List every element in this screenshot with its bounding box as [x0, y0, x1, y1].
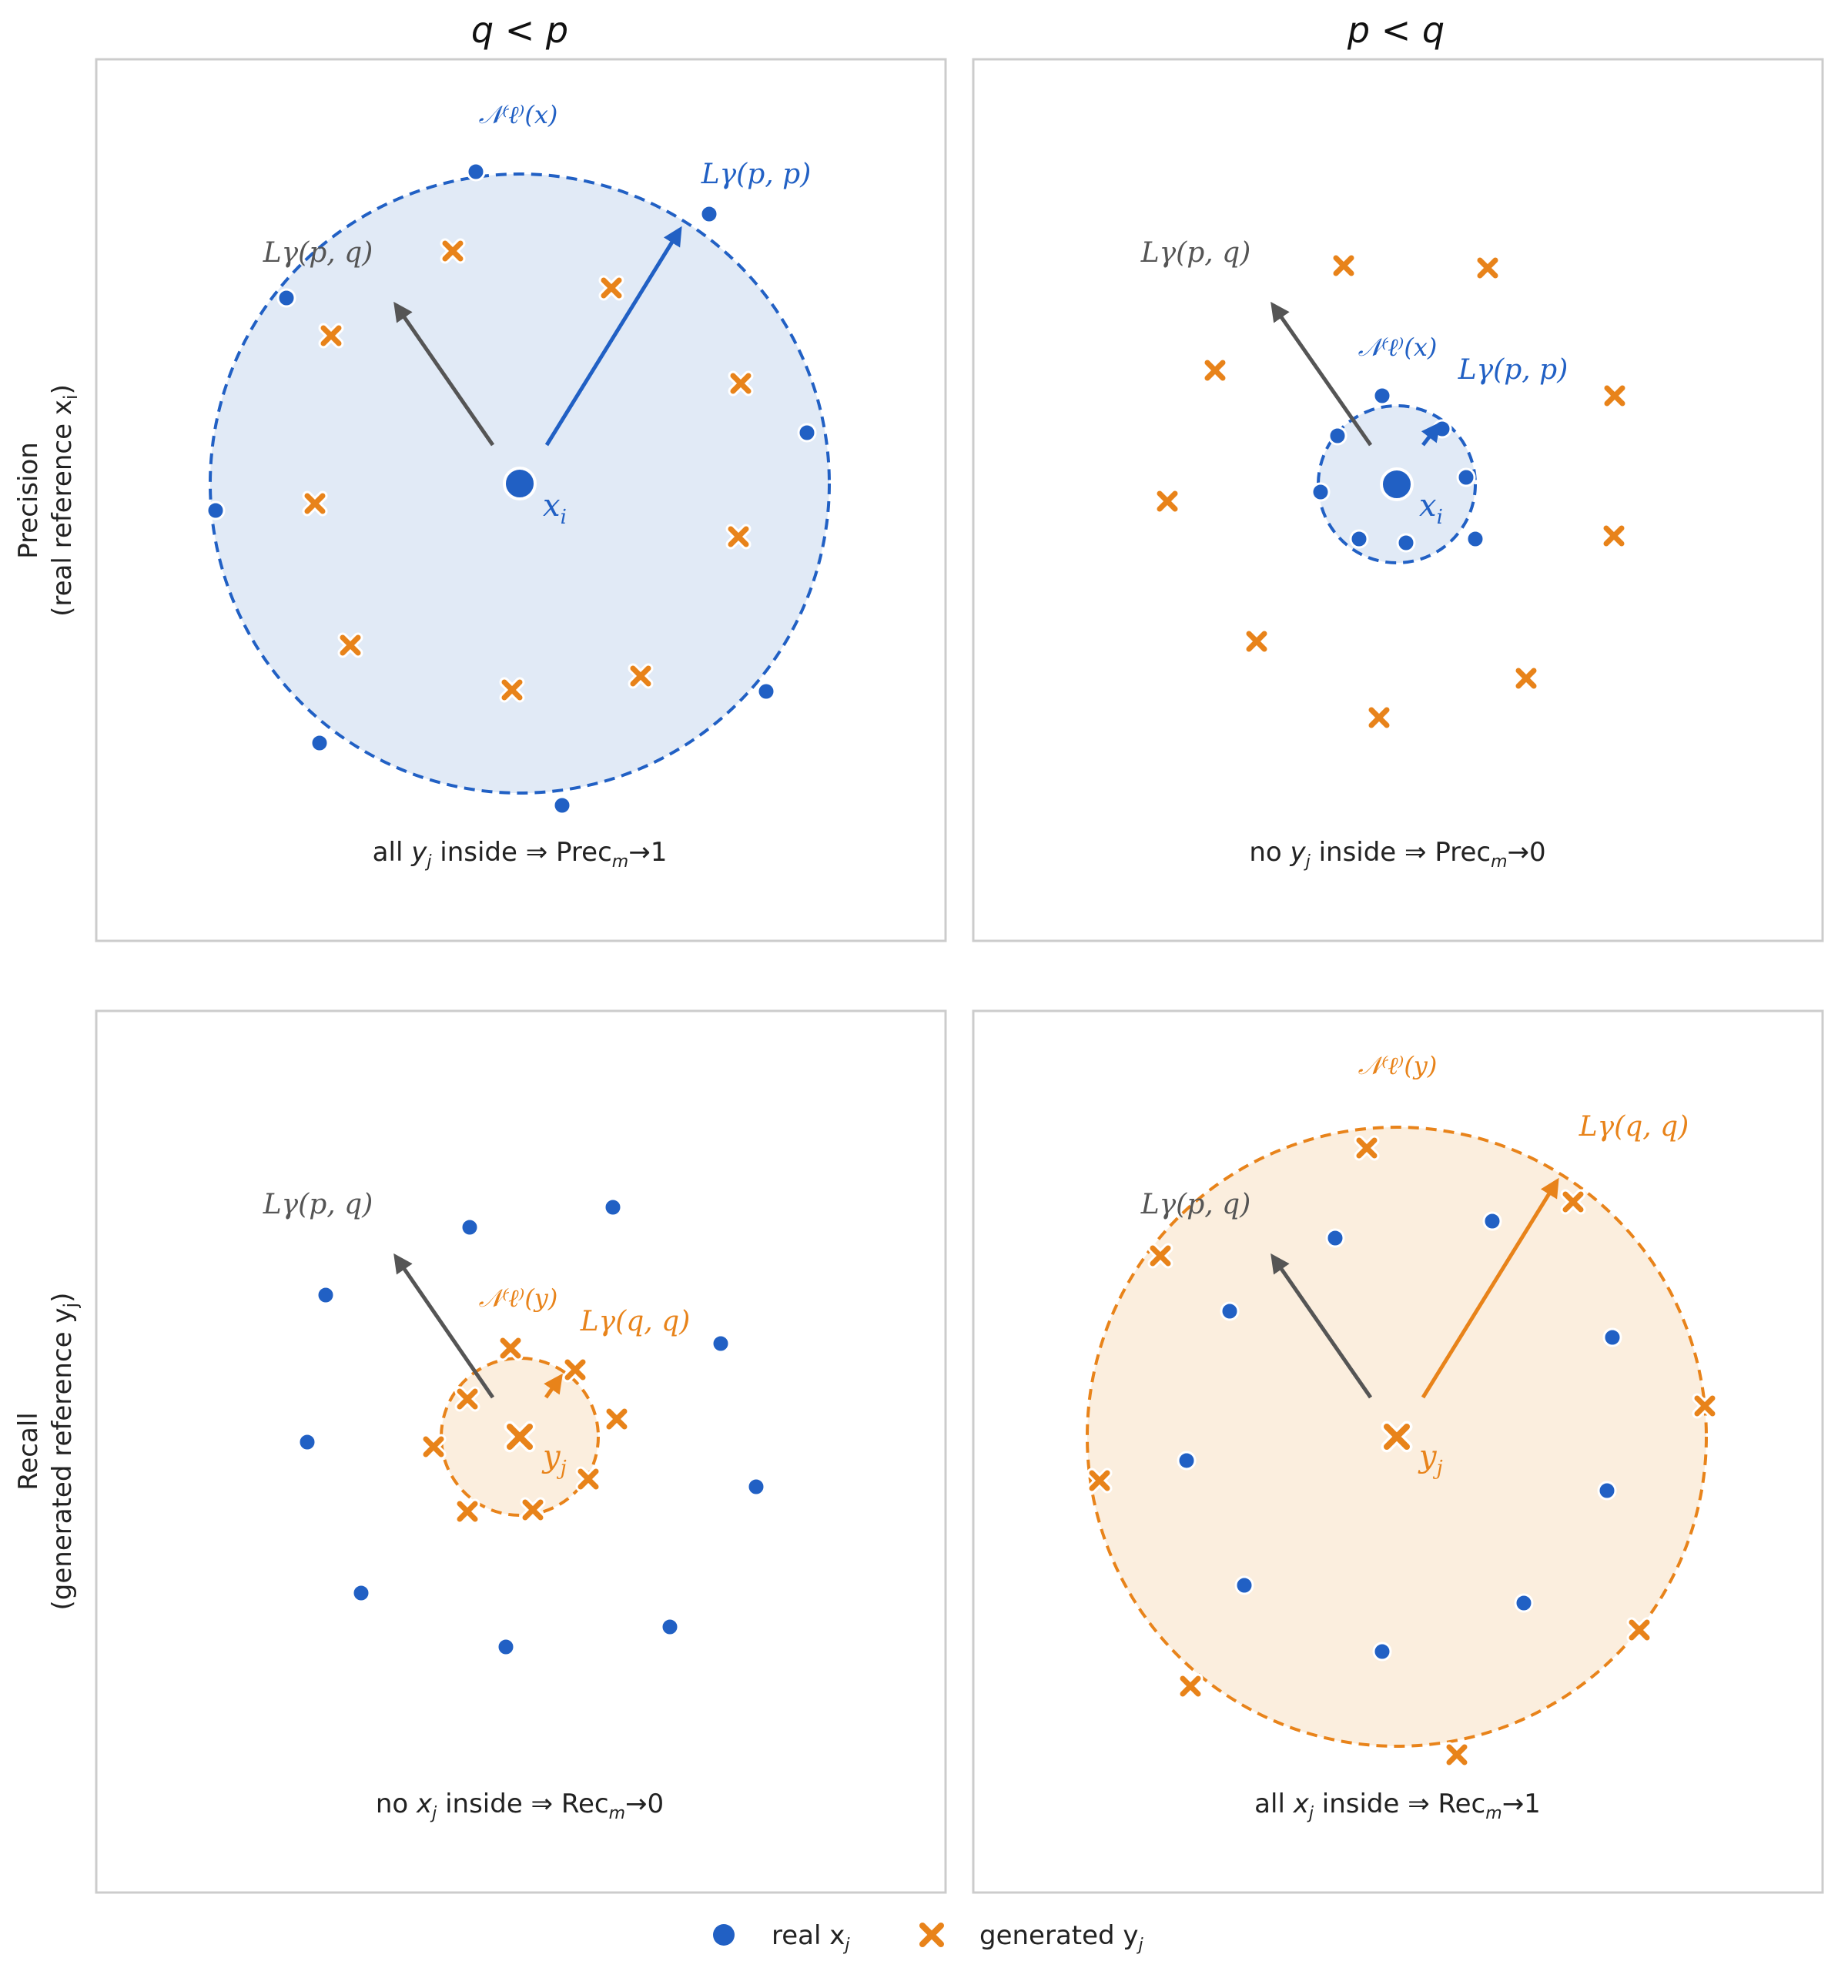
- center-label: yj: [1418, 1439, 1443, 1480]
- legend-real-marker: [713, 1924, 735, 1946]
- svg-text:(real reference xi): (real reference xi): [47, 384, 82, 617]
- center-point: [510, 1427, 530, 1447]
- neighborhood-label: 𝒩⁽ℓ⁾(y): [1358, 1051, 1438, 1080]
- panel-frame: [95, 1009, 947, 1894]
- svg-text:Precision: Precision: [13, 442, 44, 559]
- radius-label-orange: Lγ(q, q): [580, 1306, 691, 1337]
- legend-generated-marker: [919, 1923, 944, 1947]
- legend-generated-label: generated yj: [979, 1920, 1144, 1955]
- radius-arrow-orange: [1421, 1177, 1559, 1399]
- legend: real xj generated yj: [713, 1920, 1144, 1955]
- radius-arrow-gray: [393, 1253, 495, 1399]
- radius-arrow-orange: [544, 1373, 563, 1399]
- radius-label-gray: Lγ(p, q): [263, 237, 373, 269]
- real-points: [206, 162, 817, 815]
- center-point: [1380, 467, 1414, 501]
- radius-label-blue: Lγ(p, p): [701, 159, 812, 190]
- panel-precision-p-less-q: xi 𝒩⁽ℓ⁾(x) Lγ(p, p) Lγ(p, q) no yj insid…: [972, 58, 1824, 942]
- panel-precision-q-less-p: xi 𝒩⁽ℓ⁾(x) Lγ(p, p) Lγ(p, q) all yj insi…: [95, 58, 947, 942]
- radius-label-gray: Lγ(p, q): [1140, 1189, 1251, 1220]
- panel-caption: no yj inside ⇒ Precm→0: [1249, 837, 1545, 872]
- panel-frame: [95, 58, 947, 942]
- column-header-right: p < q: [1347, 9, 1445, 51]
- neighborhood-label: 𝒩⁽ℓ⁾(x): [479, 100, 558, 129]
- radius-arrow-gray: [1270, 301, 1373, 447]
- center-point: [1387, 1427, 1407, 1447]
- radius-label-gray: Lγ(p, q): [263, 1189, 373, 1220]
- center-label: xi: [1419, 488, 1443, 529]
- radius-label-blue: Lγ(p, p): [1458, 354, 1568, 386]
- svg-text:(generated reference yj): (generated reference yj): [47, 1293, 82, 1611]
- legend-real-label: real xj: [772, 1920, 850, 1955]
- center-label: xi: [543, 488, 567, 529]
- row-label-recall: Recall (generated reference yj): [13, 1293, 82, 1611]
- center-point: [503, 467, 537, 500]
- real-points: [1311, 386, 1485, 553]
- panel-recall-q-less-p: yj 𝒩⁽ℓ⁾(y) Lγ(q, q) Lγ(p, q) no xj insid…: [95, 1009, 947, 1894]
- column-header-left: q < p: [471, 9, 568, 51]
- radius-label-gray: Lγ(p, q): [1140, 237, 1251, 269]
- panel-frame: [972, 1009, 1824, 1894]
- radius-label-orange: Lγ(q, q): [1578, 1111, 1689, 1143]
- neighborhood-label: 𝒩⁽ℓ⁾(x): [1358, 333, 1438, 362]
- panel-caption: all yj inside ⇒ Precm→1: [373, 837, 668, 872]
- radius-arrow-gray: [1270, 1253, 1373, 1399]
- svg-text:Recall: Recall: [13, 1412, 44, 1490]
- real-points: [1177, 1211, 1622, 1662]
- panel-recall-p-less-q: yj 𝒩⁽ℓ⁾(y) Lγ(q, q) Lγ(p, q) all xj insi…: [972, 1009, 1824, 1894]
- radius-arrow-blue: [544, 226, 682, 447]
- row-label-precision: Precision (real reference xi): [13, 384, 82, 617]
- radius-arrow-gray: [393, 301, 495, 447]
- center-label: yj: [541, 1439, 567, 1480]
- panel-caption: no xj inside ⇒ Recm→0: [376, 1789, 664, 1823]
- real-points: [297, 1197, 766, 1657]
- radius-arrow-blue: [1421, 422, 1441, 447]
- panel-caption: all xj inside ⇒ Recm→1: [1254, 1789, 1541, 1823]
- panel-frame: [972, 58, 1824, 942]
- neighborhood-label: 𝒩⁽ℓ⁾(y): [479, 1283, 558, 1313]
